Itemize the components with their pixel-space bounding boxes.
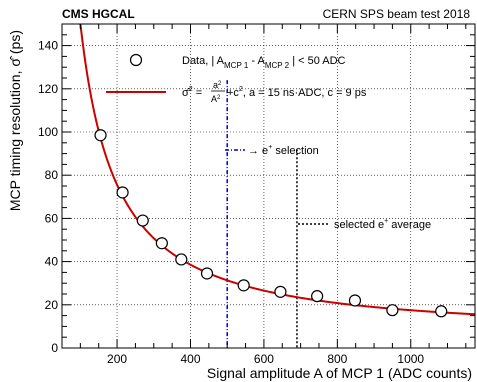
x-tick-label: 600 [254,352,274,366]
y-tick-label: 120 [38,82,58,96]
annotation-selected-average: selected e+ average [298,218,431,231]
legend-data-marker [129,53,143,67]
legend: Data, | AMCP 1 - AMCP 2 | < 50 ADC σ̂2 =… [106,53,367,104]
header-left: CMS HGCAL [62,7,135,21]
y-tick-label: 60 [45,211,59,225]
data-point [237,279,250,292]
y-tick-label: 0 [51,341,58,355]
svg-text:σ̂2 =: σ̂2 = [182,86,202,99]
y-tick-label: 100 [38,125,58,139]
data-point [274,285,287,298]
data-point [155,237,168,250]
svg-text:→ e+ selection: → e+ selection [248,144,319,157]
legend-data-label: Data, | AMCP 1 - AMCP 2 | < 50 ADC [182,55,346,70]
data-point [116,186,129,199]
grid [62,24,475,348]
y-tick-label: 20 [45,298,59,312]
x-axis-label: Signal amplitude A of MCP 1 (ADC counts) [207,365,472,381]
svg-text:+c2, a = 15 ns·ADC, c = 9 ps: +c2, a = 15 ns·ADC, c = 9 ps [227,86,367,99]
annotation-e-selection: → e+ selection [225,144,319,157]
y-tick-labels: 0 20 40 60 80 100 120 140 [38,39,58,355]
svg-text:selected e+ average: selected e+ average [334,218,431,231]
header-right: CERN SPS beam test 2018 [323,7,471,21]
y-tick-label: 140 [38,39,58,53]
y-tick-label: 40 [45,255,59,269]
data-point [386,304,399,317]
svg-text:A2: A2 [211,94,221,104]
x-tick-label: 400 [180,352,200,366]
legend-fit-label: σ̂2 = a2 A2 +c2, a = 15 ns·ADC, c = 9 ps [182,80,367,104]
annotation-lines [226,80,298,348]
y-axis-label: MCP timing resolution, σ̂ (ps) [7,30,23,211]
x-tick-labels: 200 400 600 800 1000 [107,352,424,366]
plot-frame [61,23,476,349]
data-point [435,305,448,318]
data-point [175,253,188,266]
svg-text:a2: a2 [213,80,222,90]
data-point [311,290,324,303]
data-point [348,294,362,307]
axes [61,23,476,349]
data-point [136,214,149,227]
x-tick-label: 1000 [397,352,424,366]
data-point [94,129,107,142]
x-tick-label: 200 [107,352,127,366]
data-point [200,267,214,280]
data-points [94,129,448,318]
x-tick-label: 800 [327,352,347,366]
y-tick-label: 80 [45,168,59,182]
